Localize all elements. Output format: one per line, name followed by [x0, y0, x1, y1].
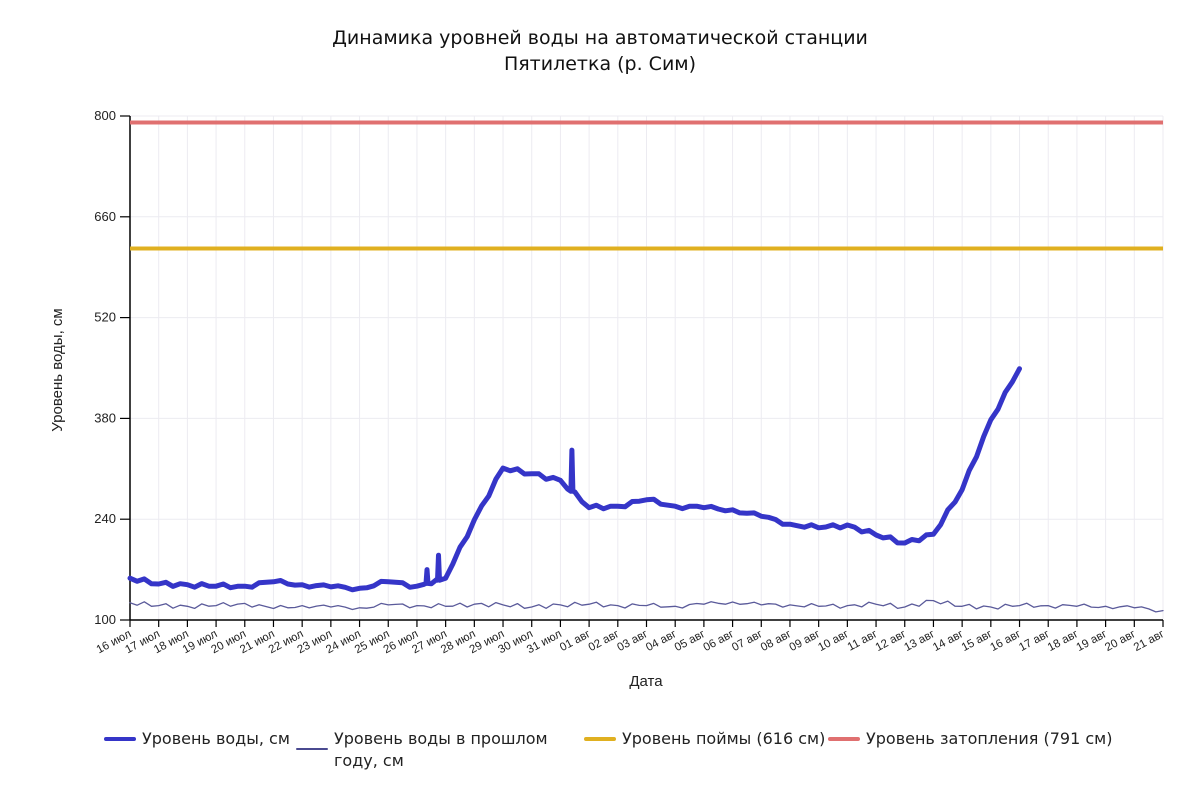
x-tick-label: 16 авг: [988, 628, 1022, 654]
x-tick-label: 20 авг: [1103, 628, 1137, 654]
x-tick-label: 08 авг: [759, 628, 793, 654]
series-line: [129, 599, 1164, 613]
x-tick-label: 06 авг: [701, 628, 735, 654]
legend-item-flooding[interactable]: Уровень затопления (791 см): [828, 728, 1112, 750]
legend-label: Уровень воды в прошлом году, см: [334, 729, 548, 770]
legend-label: Уровень поймы (616 см): [622, 729, 826, 748]
x-tick-label: 05 авг: [673, 628, 707, 654]
x-tick-label: 07 авг: [730, 628, 764, 654]
x-tick-label: 13 авг: [902, 628, 936, 654]
legend-item-water-level[interactable]: Уровень воды, см: [104, 728, 290, 750]
x-tick-label: 10 авг: [816, 628, 850, 654]
y-axis-label: Уровень воды, см: [49, 308, 66, 431]
series-line: [127, 366, 1022, 593]
y-tick-label: 100: [94, 612, 116, 627]
x-tick-label: 11 авг: [846, 628, 880, 654]
legend-swatch-last-year: [296, 748, 328, 750]
x-tick-label: 01 авг: [558, 628, 592, 654]
data-series: [127, 120, 1164, 613]
legend-swatch-floodplain: [584, 737, 616, 741]
x-tick-label: 19 авг: [1075, 628, 1109, 654]
grid-lines: [129, 115, 1164, 621]
y-tick-label: 800: [94, 108, 116, 123]
legend-label: Уровень воды, см: [142, 729, 290, 748]
chart-title: Динамика уровней воды на автоматической …: [332, 27, 868, 49]
y-tick-label: 520: [94, 310, 116, 325]
y-tick-label: 240: [94, 511, 116, 526]
x-tick-label: 15 авг: [960, 628, 994, 654]
x-tick-label: 18 авг: [1046, 628, 1080, 654]
legend-swatch-water-level: [104, 737, 136, 741]
legend: Уровень воды, см Уровень воды в прошлом …: [100, 728, 1200, 778]
x-tick-label: 02 авг: [587, 628, 621, 654]
y-tick-label: 380: [94, 410, 116, 425]
x-tick-label: 17 авг: [1017, 628, 1051, 654]
x-tick-label: 03 авг: [615, 628, 649, 654]
legend-item-last-year[interactable]: Уровень воды в прошлом году, см: [296, 728, 574, 772]
x-tick-label: 14 авг: [931, 628, 965, 654]
x-axis-label: Дата: [629, 673, 663, 690]
x-tick-label: 09 авг: [788, 628, 822, 654]
chart-subtitle: Пятилетка (р. Сим): [503, 53, 697, 75]
legend-label: Уровень затопления (791 см): [866, 729, 1113, 748]
legend-item-floodplain[interactable]: Уровень поймы (616 см): [584, 728, 825, 750]
legend-swatch-flooding: [828, 737, 860, 741]
x-tick-label: 21 авг: [1132, 628, 1166, 654]
y-tick-label: 660: [94, 209, 116, 224]
x-tick-label: 12 авг: [874, 628, 908, 654]
x-tick-label: 04 авг: [644, 628, 678, 654]
